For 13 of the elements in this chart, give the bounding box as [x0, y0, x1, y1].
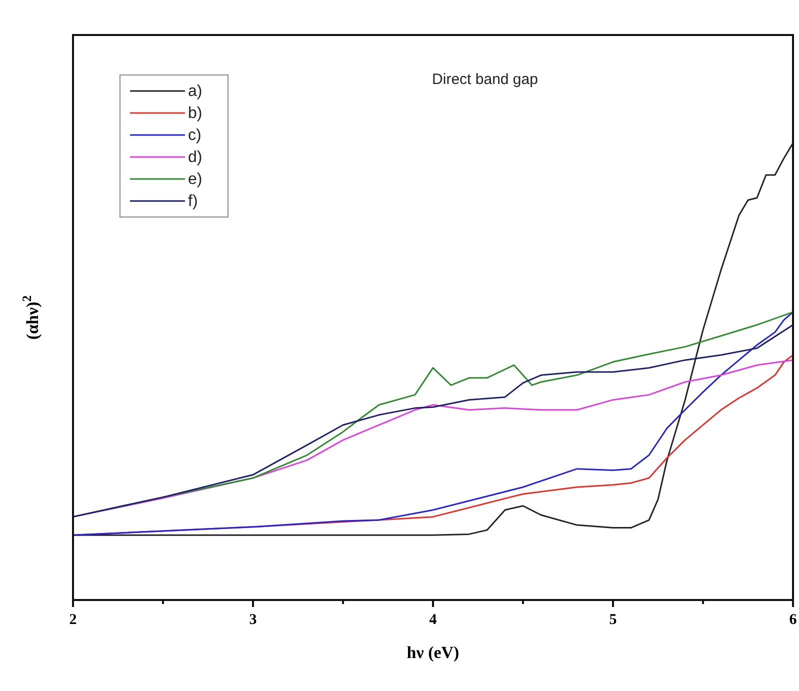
x-tick-label: 6 [789, 612, 798, 628]
x-tick-label: 4 [429, 612, 438, 628]
x-tick-label: 3 [249, 612, 257, 628]
legend-label: c) [188, 127, 202, 144]
legend-label: a) [188, 83, 202, 100]
legend-label: d) [188, 149, 202, 166]
x-tick-label: 2 [69, 612, 77, 628]
legend-label: e) [188, 171, 202, 188]
legend-label: b) [188, 105, 202, 122]
text: Direct band gap [432, 71, 538, 88]
x-tick-label: 5 [609, 612, 617, 628]
x-axis-title: hν (eV) [406, 643, 460, 662]
legend-label: f) [188, 193, 198, 210]
